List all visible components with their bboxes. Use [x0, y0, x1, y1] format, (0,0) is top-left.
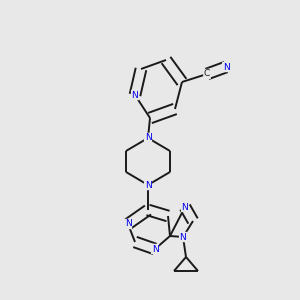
Text: N: N [152, 244, 158, 253]
Text: N: N [145, 181, 152, 190]
Text: N: N [180, 232, 186, 242]
Text: N: N [132, 91, 138, 100]
Text: N: N [223, 62, 230, 71]
Text: N: N [124, 220, 131, 229]
Text: C: C [204, 70, 210, 79]
Text: N: N [145, 134, 152, 142]
Text: N: N [182, 202, 188, 211]
